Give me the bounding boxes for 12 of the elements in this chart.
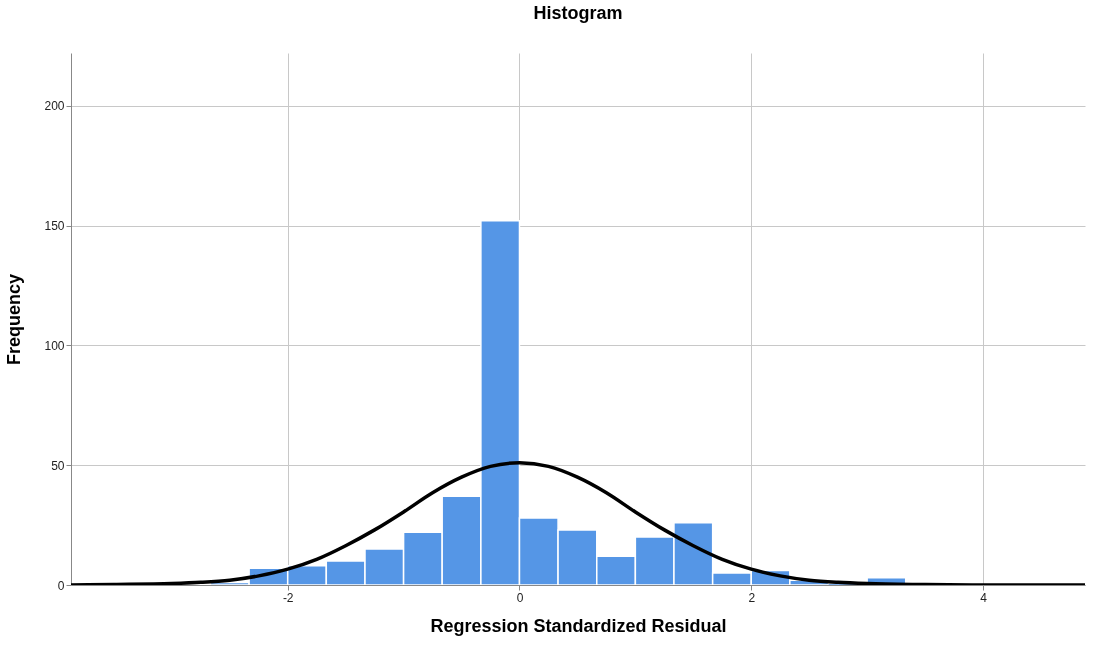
chart-title: Histogram — [533, 3, 623, 23]
y-tick-label: 150 — [44, 219, 65, 234]
x-tick-label: 2 — [748, 590, 756, 605]
x-tick-label: 4 — [980, 590, 988, 605]
y-tick-label: 50 — [51, 458, 65, 473]
x-axis-title: Regression Standardized Residual — [430, 615, 727, 636]
y-axis-title: Frequency — [4, 273, 25, 366]
x-tick-label: 0 — [516, 590, 524, 605]
y-tick-label: 100 — [44, 338, 65, 353]
x-tick-label: -2 — [282, 590, 294, 605]
y-tick-label: 200 — [44, 99, 65, 114]
y-tick-label: 0 — [57, 578, 65, 593]
